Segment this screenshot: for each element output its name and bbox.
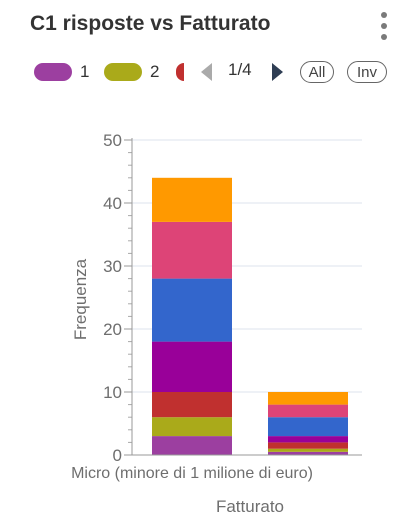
- y-tick-label: 50: [103, 131, 122, 150]
- legend-swatch-1: [34, 63, 72, 81]
- x-category-label: Micro (minore di 1 milione di euro): [71, 465, 313, 482]
- bar-segment: [152, 417, 232, 437]
- bar-segment: [152, 221, 232, 279]
- triangle-left-icon[interactable]: [196, 60, 218, 84]
- y-axis-title: Frequenza: [71, 258, 90, 340]
- legend: 1 2: [0, 58, 418, 86]
- bar-segment: [152, 278, 232, 342]
- legend-swatch-2: [104, 63, 142, 81]
- legend-swatch-3-partial[interactable]: [176, 63, 184, 81]
- bar-segment: [268, 442, 348, 449]
- menu-dot: [381, 34, 387, 40]
- bar-segment: [152, 177, 232, 222]
- legend-item-1[interactable]: 1: [34, 58, 89, 86]
- bar-segment: [268, 404, 348, 418]
- legend-page-indicator: 1/4: [228, 60, 252, 79]
- y-tick-label: 40: [103, 194, 122, 213]
- legend-invert-button[interactable]: Inv: [347, 61, 387, 83]
- chart-title: C1 risposte vs Fatturato: [30, 12, 271, 35]
- legend-item-2[interactable]: 2: [104, 58, 159, 86]
- bar-segment: [268, 436, 348, 443]
- bar-segment: [268, 451, 348, 455]
- bar-segment: [268, 448, 348, 452]
- bar-segment: [152, 436, 232, 455]
- y-tick-label: 10: [103, 383, 122, 402]
- legend-label-2: 2: [150, 62, 160, 81]
- y-tick-label: 0: [113, 446, 122, 465]
- legend-label-1: 1: [80, 62, 90, 81]
- menu-dot: [381, 23, 387, 29]
- legend-all-button[interactable]: All: [300, 61, 334, 83]
- menu-dot: [381, 12, 387, 18]
- x-axis-title: Fatturato: [216, 497, 284, 516]
- y-tick-label: 30: [103, 257, 122, 276]
- bar-segment: [152, 392, 232, 418]
- bar-segment: [268, 417, 348, 437]
- bar-segment: [268, 392, 348, 405]
- triangle-right-icon[interactable]: [266, 60, 288, 84]
- more-vert-icon[interactable]: [376, 12, 392, 40]
- y-tick-label: 20: [103, 320, 122, 339]
- bar-segment: [152, 341, 232, 392]
